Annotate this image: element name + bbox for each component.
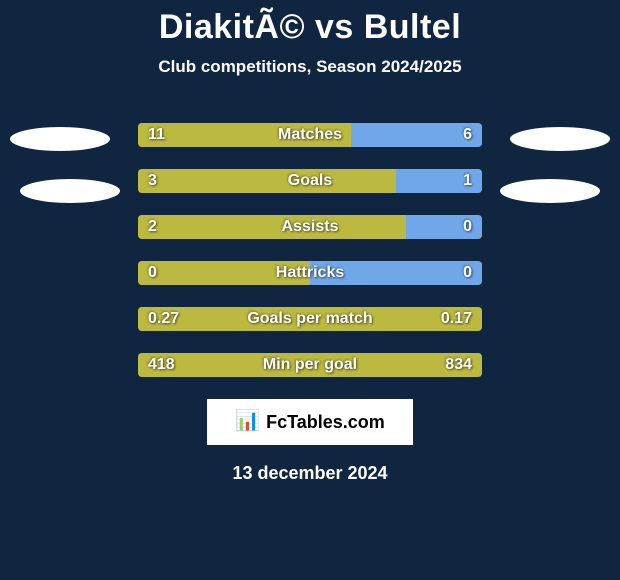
stat-label: Matches [278,126,342,144]
stat-label: Hattricks [276,264,344,282]
stat-value-right: 0 [463,218,472,236]
stat-row: 418 834 Min per goal [138,353,482,377]
page-title: DiakitÃ© vs Bultel [0,0,620,47]
footer-date: 13 december 2024 [0,463,620,484]
chart-icon: 📊 [235,411,260,431]
stat-row: 0.27 0.17 Goals per match [138,307,482,331]
stat-label: Min per goal [263,356,357,374]
stat-bar-left [138,169,396,193]
stat-value-right: 0 [463,264,472,282]
stat-bar-left [138,215,406,239]
stat-label: Goals per match [247,310,372,328]
stat-value-right: 0.17 [441,310,472,328]
watermark: 📊 FcTables.com [207,399,413,445]
avatar-left-top [10,127,110,151]
stat-value-left: 11 [148,126,165,144]
stat-value-left: 418 [148,356,175,374]
stat-row: 11 6 Matches [138,123,482,147]
stat-value-right: 834 [445,356,472,374]
stat-value-left: 0 [148,264,157,282]
stat-value-left: 0.27 [148,310,179,328]
avatar-right-bottom [500,179,600,203]
stat-row: 2 0 Assists [138,215,482,239]
stat-label: Goals [288,172,332,190]
stat-value-right: 6 [463,126,472,144]
stat-label: Assists [282,218,339,236]
avatar-left-bottom [20,179,120,203]
stat-value-right: 1 [463,172,472,190]
stat-row: 0 0 Hattricks [138,261,482,285]
comparison-content: 11 6 Matches 3 1 Goals 2 0 Assists 0 0 Hattricks 0.2… [0,101,620,377]
stat-bars: 11 6 Matches 3 1 Goals 2 0 Assists 0 0 Hattricks 0.2… [138,101,482,377]
page-subtitle: Club competitions, Season 2024/2025 [0,57,620,77]
stat-value-left: 3 [148,172,157,190]
stat-row: 3 1 Goals [138,169,482,193]
stat-value-left: 2 [148,218,157,236]
watermark-text: FcTables.com [266,412,385,433]
avatar-right-top [510,127,610,151]
